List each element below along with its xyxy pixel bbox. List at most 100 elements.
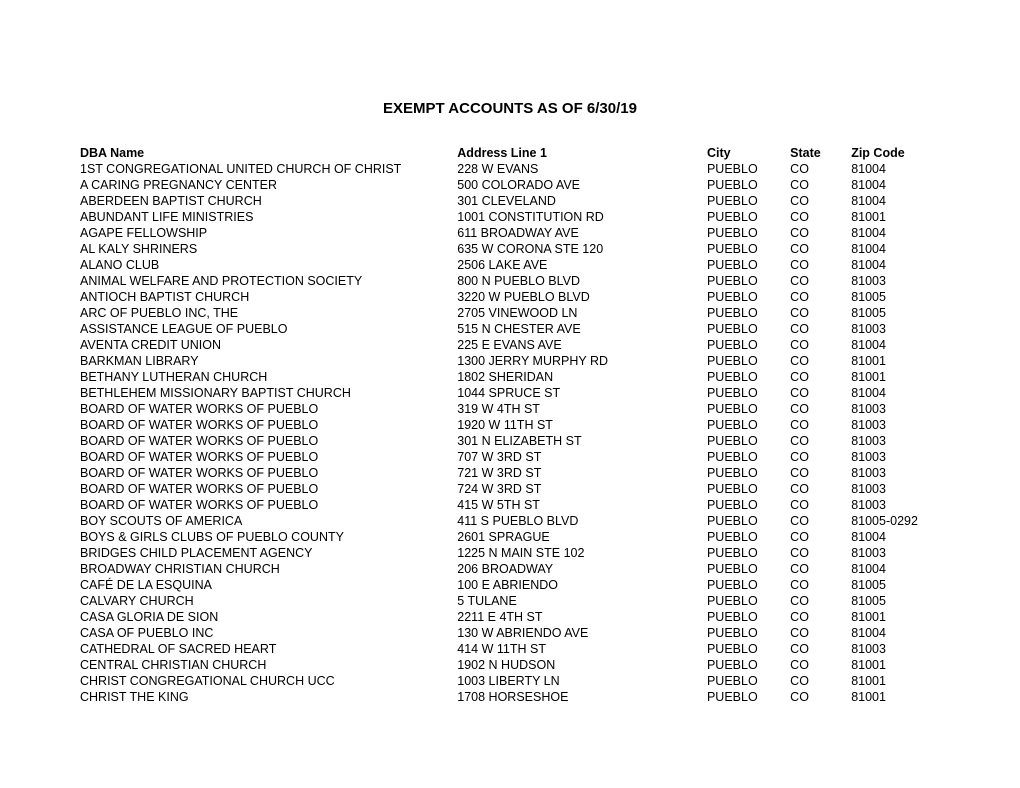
cell-address: 100 E ABRIENDO — [457, 577, 707, 593]
table-row: BOARD OF WATER WORKS OF PUEBLO1920 W 11T… — [80, 417, 940, 433]
cell-zip: 81003 — [851, 273, 940, 289]
cell-city: PUEBLO — [707, 545, 790, 561]
cell-city: PUEBLO — [707, 177, 790, 193]
cell-name: CHRIST THE KING — [80, 689, 457, 705]
cell-city: PUEBLO — [707, 161, 790, 177]
cell-state: CO — [790, 657, 851, 673]
cell-name: CAFÉ DE LA ESQUINA — [80, 577, 457, 593]
cell-address: 2601 SPRAGUE — [457, 529, 707, 545]
cell-city: PUEBLO — [707, 481, 790, 497]
cell-city: PUEBLO — [707, 497, 790, 513]
table-row: ALANO CLUB2506 LAKE AVEPUEBLOCO81004 — [80, 257, 940, 273]
cell-address: 206 BROADWAY — [457, 561, 707, 577]
cell-city: PUEBLO — [707, 673, 790, 689]
table-row: AVENTA CREDIT UNION225 E EVANS AVEPUEBLO… — [80, 337, 940, 353]
cell-state: CO — [790, 465, 851, 481]
cell-zip: 81003 — [851, 481, 940, 497]
cell-state: CO — [790, 225, 851, 241]
cell-zip: 81004 — [851, 529, 940, 545]
cell-zip: 81004 — [851, 625, 940, 641]
table-row: BOY SCOUTS OF AMERICA411 S PUEBLO BLVDPU… — [80, 513, 940, 529]
cell-city: PUEBLO — [707, 433, 790, 449]
column-header-name: DBA Name — [80, 145, 457, 161]
cell-name: BOARD OF WATER WORKS OF PUEBLO — [80, 497, 457, 513]
table-row: CASA OF PUEBLO INC130 W ABRIENDO AVEPUEB… — [80, 625, 940, 641]
cell-address: 2705 VINEWOOD LN — [457, 305, 707, 321]
cell-zip: 81001 — [851, 673, 940, 689]
cell-name: BOYS & GIRLS CLUBS OF PUEBLO COUNTY — [80, 529, 457, 545]
cell-city: PUEBLO — [707, 577, 790, 593]
cell-state: CO — [790, 401, 851, 417]
cell-address: 228 W EVANS — [457, 161, 707, 177]
cell-state: CO — [790, 385, 851, 401]
cell-zip: 81004 — [851, 561, 940, 577]
column-header-zip: Zip Code — [851, 145, 940, 161]
cell-zip: 81004 — [851, 257, 940, 273]
cell-state: CO — [790, 209, 851, 225]
cell-zip: 81004 — [851, 177, 940, 193]
cell-city: PUEBLO — [707, 353, 790, 369]
cell-state: CO — [790, 609, 851, 625]
cell-address: 721 W 3RD ST — [457, 465, 707, 481]
cell-state: CO — [790, 241, 851, 257]
cell-name: ARC OF PUEBLO INC, THE — [80, 305, 457, 321]
cell-address: 1708 HORSESHOE — [457, 689, 707, 705]
table-row: BARKMAN LIBRARY1300 JERRY MURPHY RDPUEBL… — [80, 353, 940, 369]
table-row: BETHANY LUTHERAN CHURCH1802 SHERIDANPUEB… — [80, 369, 940, 385]
cell-city: PUEBLO — [707, 529, 790, 545]
table-row: ARC OF PUEBLO INC, THE2705 VINEWOOD LNPU… — [80, 305, 940, 321]
cell-city: PUEBLO — [707, 209, 790, 225]
cell-zip: 81003 — [851, 545, 940, 561]
cell-zip: 81004 — [851, 337, 940, 353]
document-page: EXEMPT ACCOUNTS AS OF 6/30/19 DBA Name A… — [0, 0, 1020, 705]
table-row: CASA GLORIA DE SION2211 E 4TH STPUEBLOCO… — [80, 609, 940, 625]
cell-city: PUEBLO — [707, 193, 790, 209]
cell-city: PUEBLO — [707, 289, 790, 305]
cell-state: CO — [790, 641, 851, 657]
cell-zip: 81004 — [851, 225, 940, 241]
cell-city: PUEBLO — [707, 449, 790, 465]
cell-zip: 81003 — [851, 321, 940, 337]
column-header-state: State — [790, 145, 851, 161]
cell-zip: 81003 — [851, 641, 940, 657]
cell-address: 724 W 3RD ST — [457, 481, 707, 497]
cell-city: PUEBLO — [707, 337, 790, 353]
cell-address: 1920 W 11TH ST — [457, 417, 707, 433]
cell-name: ANTIOCH BAPTIST CHURCH — [80, 289, 457, 305]
cell-zip: 81005 — [851, 305, 940, 321]
cell-address: 301 N ELIZABETH ST — [457, 433, 707, 449]
cell-address: 414 W 11TH ST — [457, 641, 707, 657]
cell-zip: 81001 — [851, 657, 940, 673]
cell-state: CO — [790, 305, 851, 321]
cell-zip: 81001 — [851, 369, 940, 385]
cell-name: CALVARY CHURCH — [80, 593, 457, 609]
cell-city: PUEBLO — [707, 241, 790, 257]
cell-address: 415 W 5TH ST — [457, 497, 707, 513]
cell-zip: 81001 — [851, 353, 940, 369]
cell-state: CO — [790, 513, 851, 529]
cell-name: AVENTA CREDIT UNION — [80, 337, 457, 353]
cell-address: 800 N PUEBLO BLVD — [457, 273, 707, 289]
cell-address: 3220 W PUEBLO BLVD — [457, 289, 707, 305]
cell-city: PUEBLO — [707, 513, 790, 529]
table-row: A CARING PREGNANCY CENTER500 COLORADO AV… — [80, 177, 940, 193]
cell-city: PUEBLO — [707, 321, 790, 337]
cell-name: AL KALY SHRINERS — [80, 241, 457, 257]
column-header-city: City — [707, 145, 790, 161]
cell-city: PUEBLO — [707, 273, 790, 289]
cell-state: CO — [790, 545, 851, 561]
cell-name: ANIMAL WELFARE AND PROTECTION SOCIETY — [80, 273, 457, 289]
cell-address: 301 CLEVELAND — [457, 193, 707, 209]
cell-state: CO — [790, 177, 851, 193]
cell-city: PUEBLO — [707, 609, 790, 625]
cell-state: CO — [790, 337, 851, 353]
table-row: ASSISTANCE LEAGUE OF PUEBLO515 N CHESTER… — [80, 321, 940, 337]
table-row: CAFÉ DE LA ESQUINA100 E ABRIENDOPUEBLOCO… — [80, 577, 940, 593]
cell-city: PUEBLO — [707, 369, 790, 385]
cell-state: CO — [790, 625, 851, 641]
cell-address: 1902 N HUDSON — [457, 657, 707, 673]
table-row: BETHLEHEM MISSIONARY BAPTIST CHURCH1044 … — [80, 385, 940, 401]
cell-name: CENTRAL CHRISTIAN CHURCH — [80, 657, 457, 673]
cell-city: PUEBLO — [707, 417, 790, 433]
cell-zip: 81003 — [851, 417, 940, 433]
